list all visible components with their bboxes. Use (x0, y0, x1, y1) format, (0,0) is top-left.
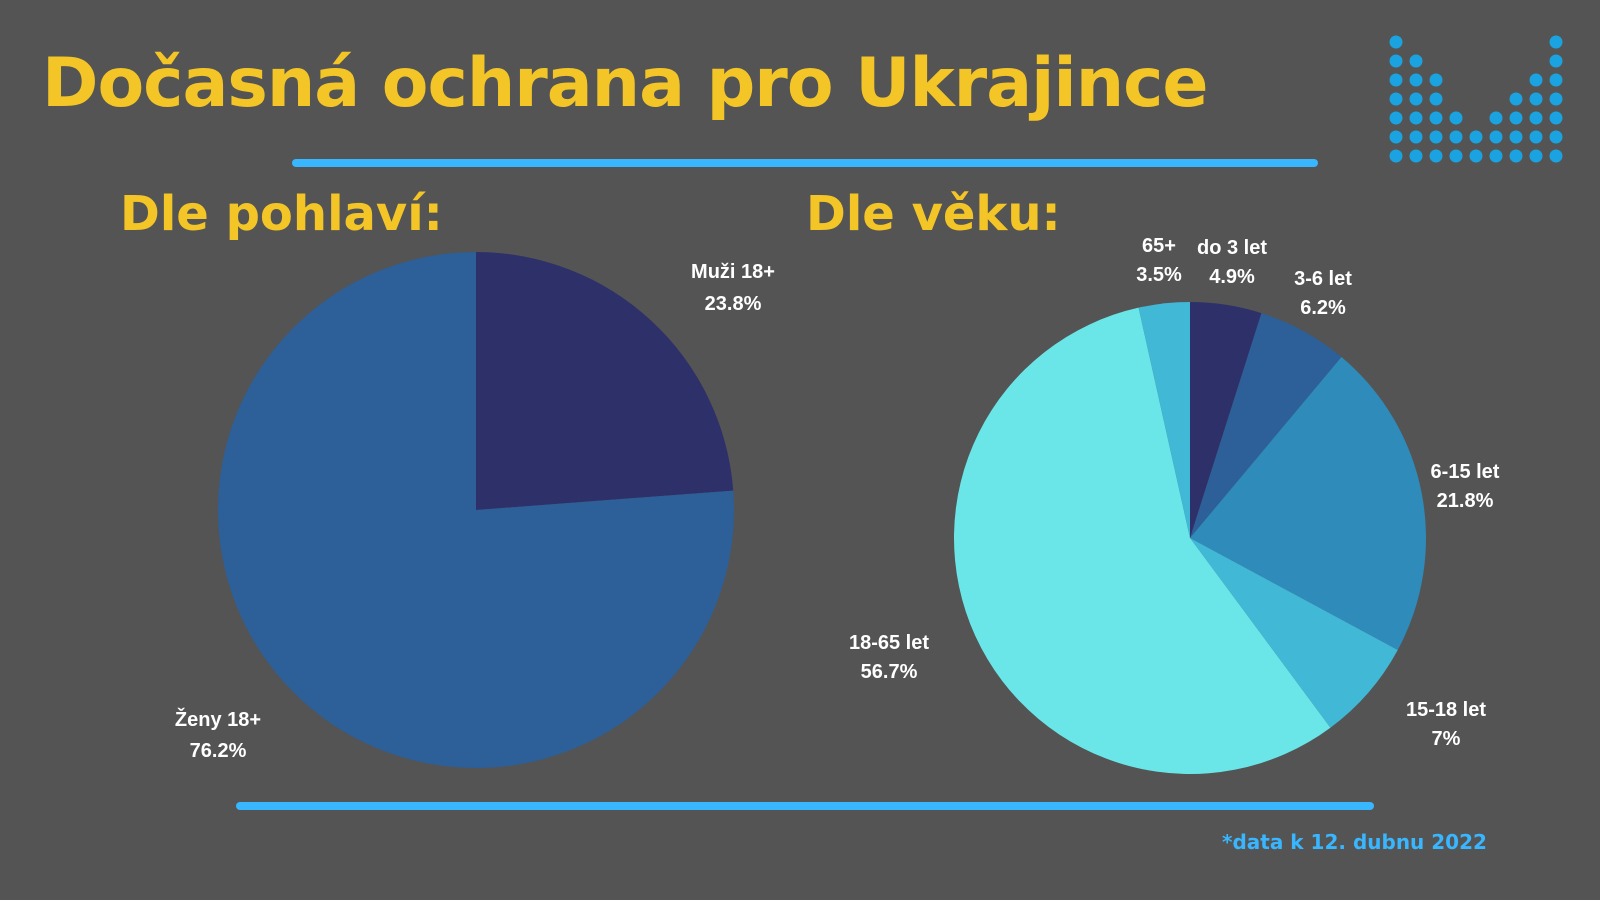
logo-dot (1389, 92, 1403, 106)
pie-slice--eny-18 (217, 252, 734, 768)
logo-dot (1409, 73, 1423, 87)
slice-value-15-18-let: 7% (1432, 728, 1461, 750)
slice-label-15-18-let: 15-18 let (1406, 699, 1486, 721)
logo-dot (1389, 111, 1403, 125)
logo-dot (1469, 149, 1483, 163)
pie-slice-18-65-let (953, 307, 1331, 774)
logo-dot (1449, 130, 1463, 144)
logo-dot (1409, 92, 1423, 106)
slice-label-18-65-let: 18-65 let (849, 632, 929, 654)
logo-dot (1429, 130, 1443, 144)
logo-dot (1529, 92, 1543, 106)
logo-dot (1449, 111, 1463, 125)
pie-slice-3-6-let (1190, 313, 1342, 538)
pie-slice-15-18-let (1190, 538, 1398, 728)
pie-slice-do-3-let (1190, 302, 1262, 538)
logo-dot (1529, 73, 1543, 87)
logo-dot (1389, 35, 1403, 49)
logo-dot (1409, 130, 1423, 144)
logo-dot (1489, 130, 1503, 144)
logo-dot (1549, 35, 1563, 49)
logo-dot (1509, 92, 1523, 106)
logo-dot (1469, 130, 1483, 144)
top-divider (292, 159, 1318, 167)
data-date-footnote: *data k 12. dubnu 2022 (1222, 830, 1487, 854)
slice-label-6-15-let: 6-15 let (1431, 461, 1500, 483)
logo-dot (1389, 73, 1403, 87)
logo-dot (1509, 130, 1523, 144)
logo-dot (1549, 149, 1563, 163)
logo-dot (1429, 73, 1443, 87)
logo-dot (1389, 149, 1403, 163)
slice-label-65-plus: 65+ (1142, 235, 1176, 257)
bottom-divider (236, 802, 1374, 810)
slice-value-65-plus: 3.5% (1136, 264, 1182, 286)
slice-label-3-6-let: 3-6 let (1294, 268, 1352, 290)
slice-value-do-3-let: 4.9% (1209, 266, 1255, 288)
logo-dot (1529, 149, 1543, 163)
logo-dot (1489, 149, 1503, 163)
logo-dot (1549, 92, 1563, 106)
pie-slice-mu-i-18 (476, 252, 734, 510)
logo-dot (1489, 111, 1503, 125)
logo-dot (1409, 149, 1423, 163)
logo-dot (1549, 54, 1563, 68)
logo-dot (1509, 149, 1523, 163)
logo-dot (1509, 111, 1523, 125)
gender-pie-chart (217, 252, 734, 768)
logo-dot (1529, 111, 1543, 125)
logo-dot (1389, 54, 1403, 68)
pie-slice-6-15-let (1190, 357, 1427, 650)
slice-value-3-6-let: 6.2% (1300, 297, 1346, 319)
slice-label-muzi: Muži 18+ (691, 261, 775, 283)
gender-chart-title: Dle pohlaví: (120, 186, 443, 242)
age-chart-title: Dle věku: (806, 186, 1061, 242)
logo-dot (1549, 111, 1563, 125)
logo-dot (1549, 130, 1563, 144)
logo-dot (1409, 111, 1423, 125)
logo-dot (1409, 54, 1423, 68)
slice-value-18-65-let: 56.7% (861, 661, 918, 683)
slice-value-6-15-let: 21.8% (1437, 490, 1494, 512)
slice-label-zeny: Ženy 18+ (175, 707, 261, 731)
slice-value-zeny: 76.2% (190, 740, 247, 762)
age-pie-chart (953, 302, 1427, 774)
logo-dot (1529, 130, 1543, 144)
slice-label-do-3-let: do 3 let (1197, 237, 1267, 259)
page-title: Dočasná ochrana pro Ukrajince (42, 44, 1209, 123)
logo-dot (1549, 73, 1563, 87)
logo-dot (1449, 149, 1463, 163)
logo-dot (1429, 111, 1443, 125)
logo-dot (1429, 92, 1443, 106)
logo-dot (1429, 149, 1443, 163)
pie-slice-65 (1138, 302, 1190, 538)
logo-dot (1389, 130, 1403, 144)
slice-value-muzi: 23.8% (705, 293, 762, 315)
dot-bars-logo (1389, 35, 1563, 163)
